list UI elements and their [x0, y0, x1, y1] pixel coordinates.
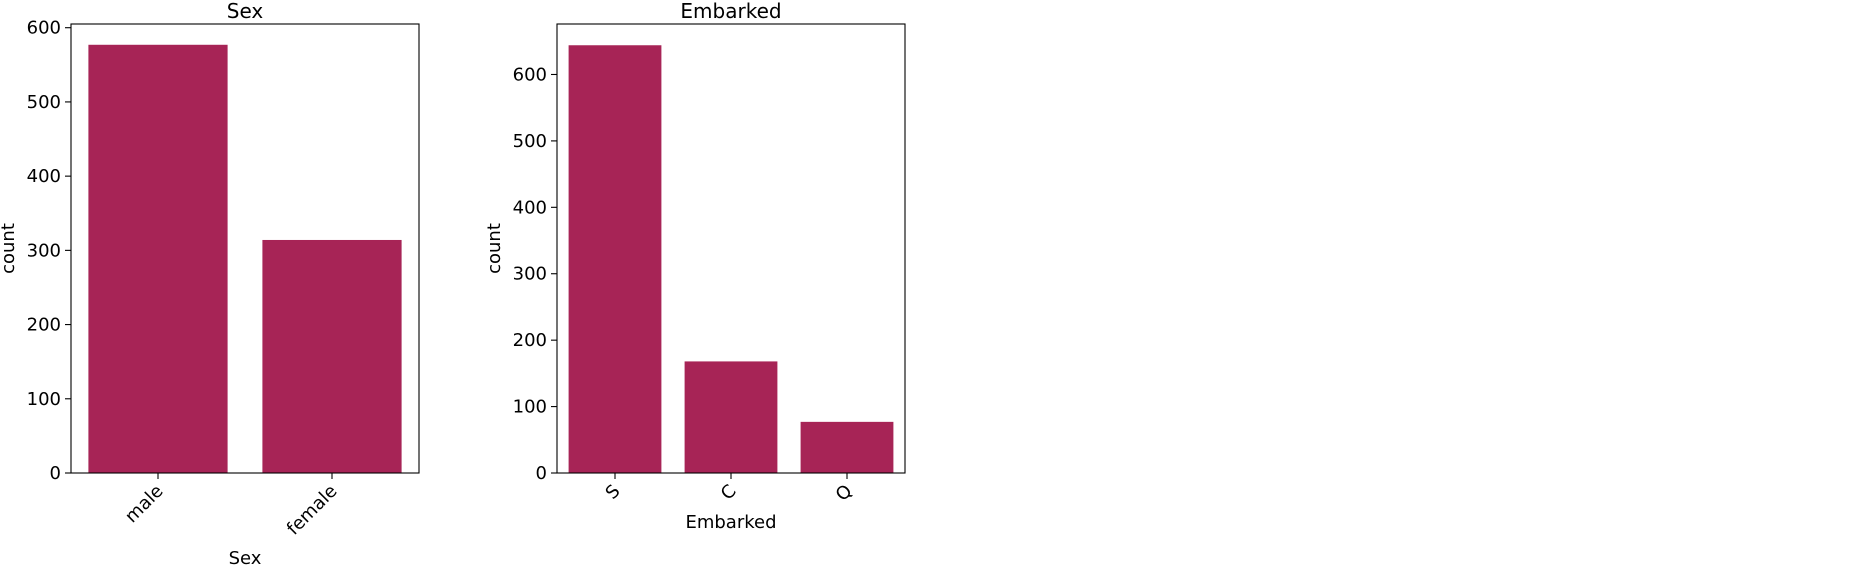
chart-title: Sex: [227, 0, 264, 23]
y-tick-label: 100: [27, 389, 61, 410]
bar-female: [262, 239, 402, 473]
y-tick-label: 400: [27, 166, 61, 187]
x-tick-label-Q: Q: [832, 481, 857, 506]
bar-S: [568, 45, 662, 474]
x-axis-label: Sex: [229, 548, 262, 566]
y-tick-label: 300: [27, 240, 61, 261]
chart-1: 0 100 200 300 400 500 600 S C Q Embarked Embarked co…: [484, 0, 906, 533]
y-tick-label: 200: [27, 315, 61, 336]
y-tick-label: 100: [513, 397, 547, 418]
y-tick-label: 600: [27, 18, 61, 39]
x-tick-label-C: C: [717, 481, 741, 505]
chart-0: 0 100 200 300 400 500 600 male female Sex Sex count: [0, 0, 420, 566]
chart-title: Embarked: [680, 0, 781, 23]
x-tick-label-female: female: [283, 481, 342, 540]
axes-frame: [70, 23, 420, 474]
bar-male: [88, 44, 228, 474]
y-tick-label: 500: [27, 92, 61, 113]
bar-C: [684, 361, 778, 473]
x-tick-label-male: male: [121, 481, 167, 527]
y-tick-label: 500: [513, 131, 547, 152]
y-tick-label: 600: [513, 64, 547, 85]
x-tick-label-S: S: [602, 481, 625, 504]
y-axis-label: count: [484, 223, 505, 274]
bar-Q: [800, 421, 894, 473]
y-axis-label: count: [0, 223, 19, 274]
x-axis-label: Embarked: [685, 512, 776, 533]
y-tick-label: 0: [536, 463, 547, 484]
y-tick-label: 0: [50, 463, 61, 484]
y-tick-label: 400: [513, 197, 547, 218]
y-tick-label: 300: [513, 264, 547, 285]
y-tick-label: 200: [513, 330, 547, 351]
